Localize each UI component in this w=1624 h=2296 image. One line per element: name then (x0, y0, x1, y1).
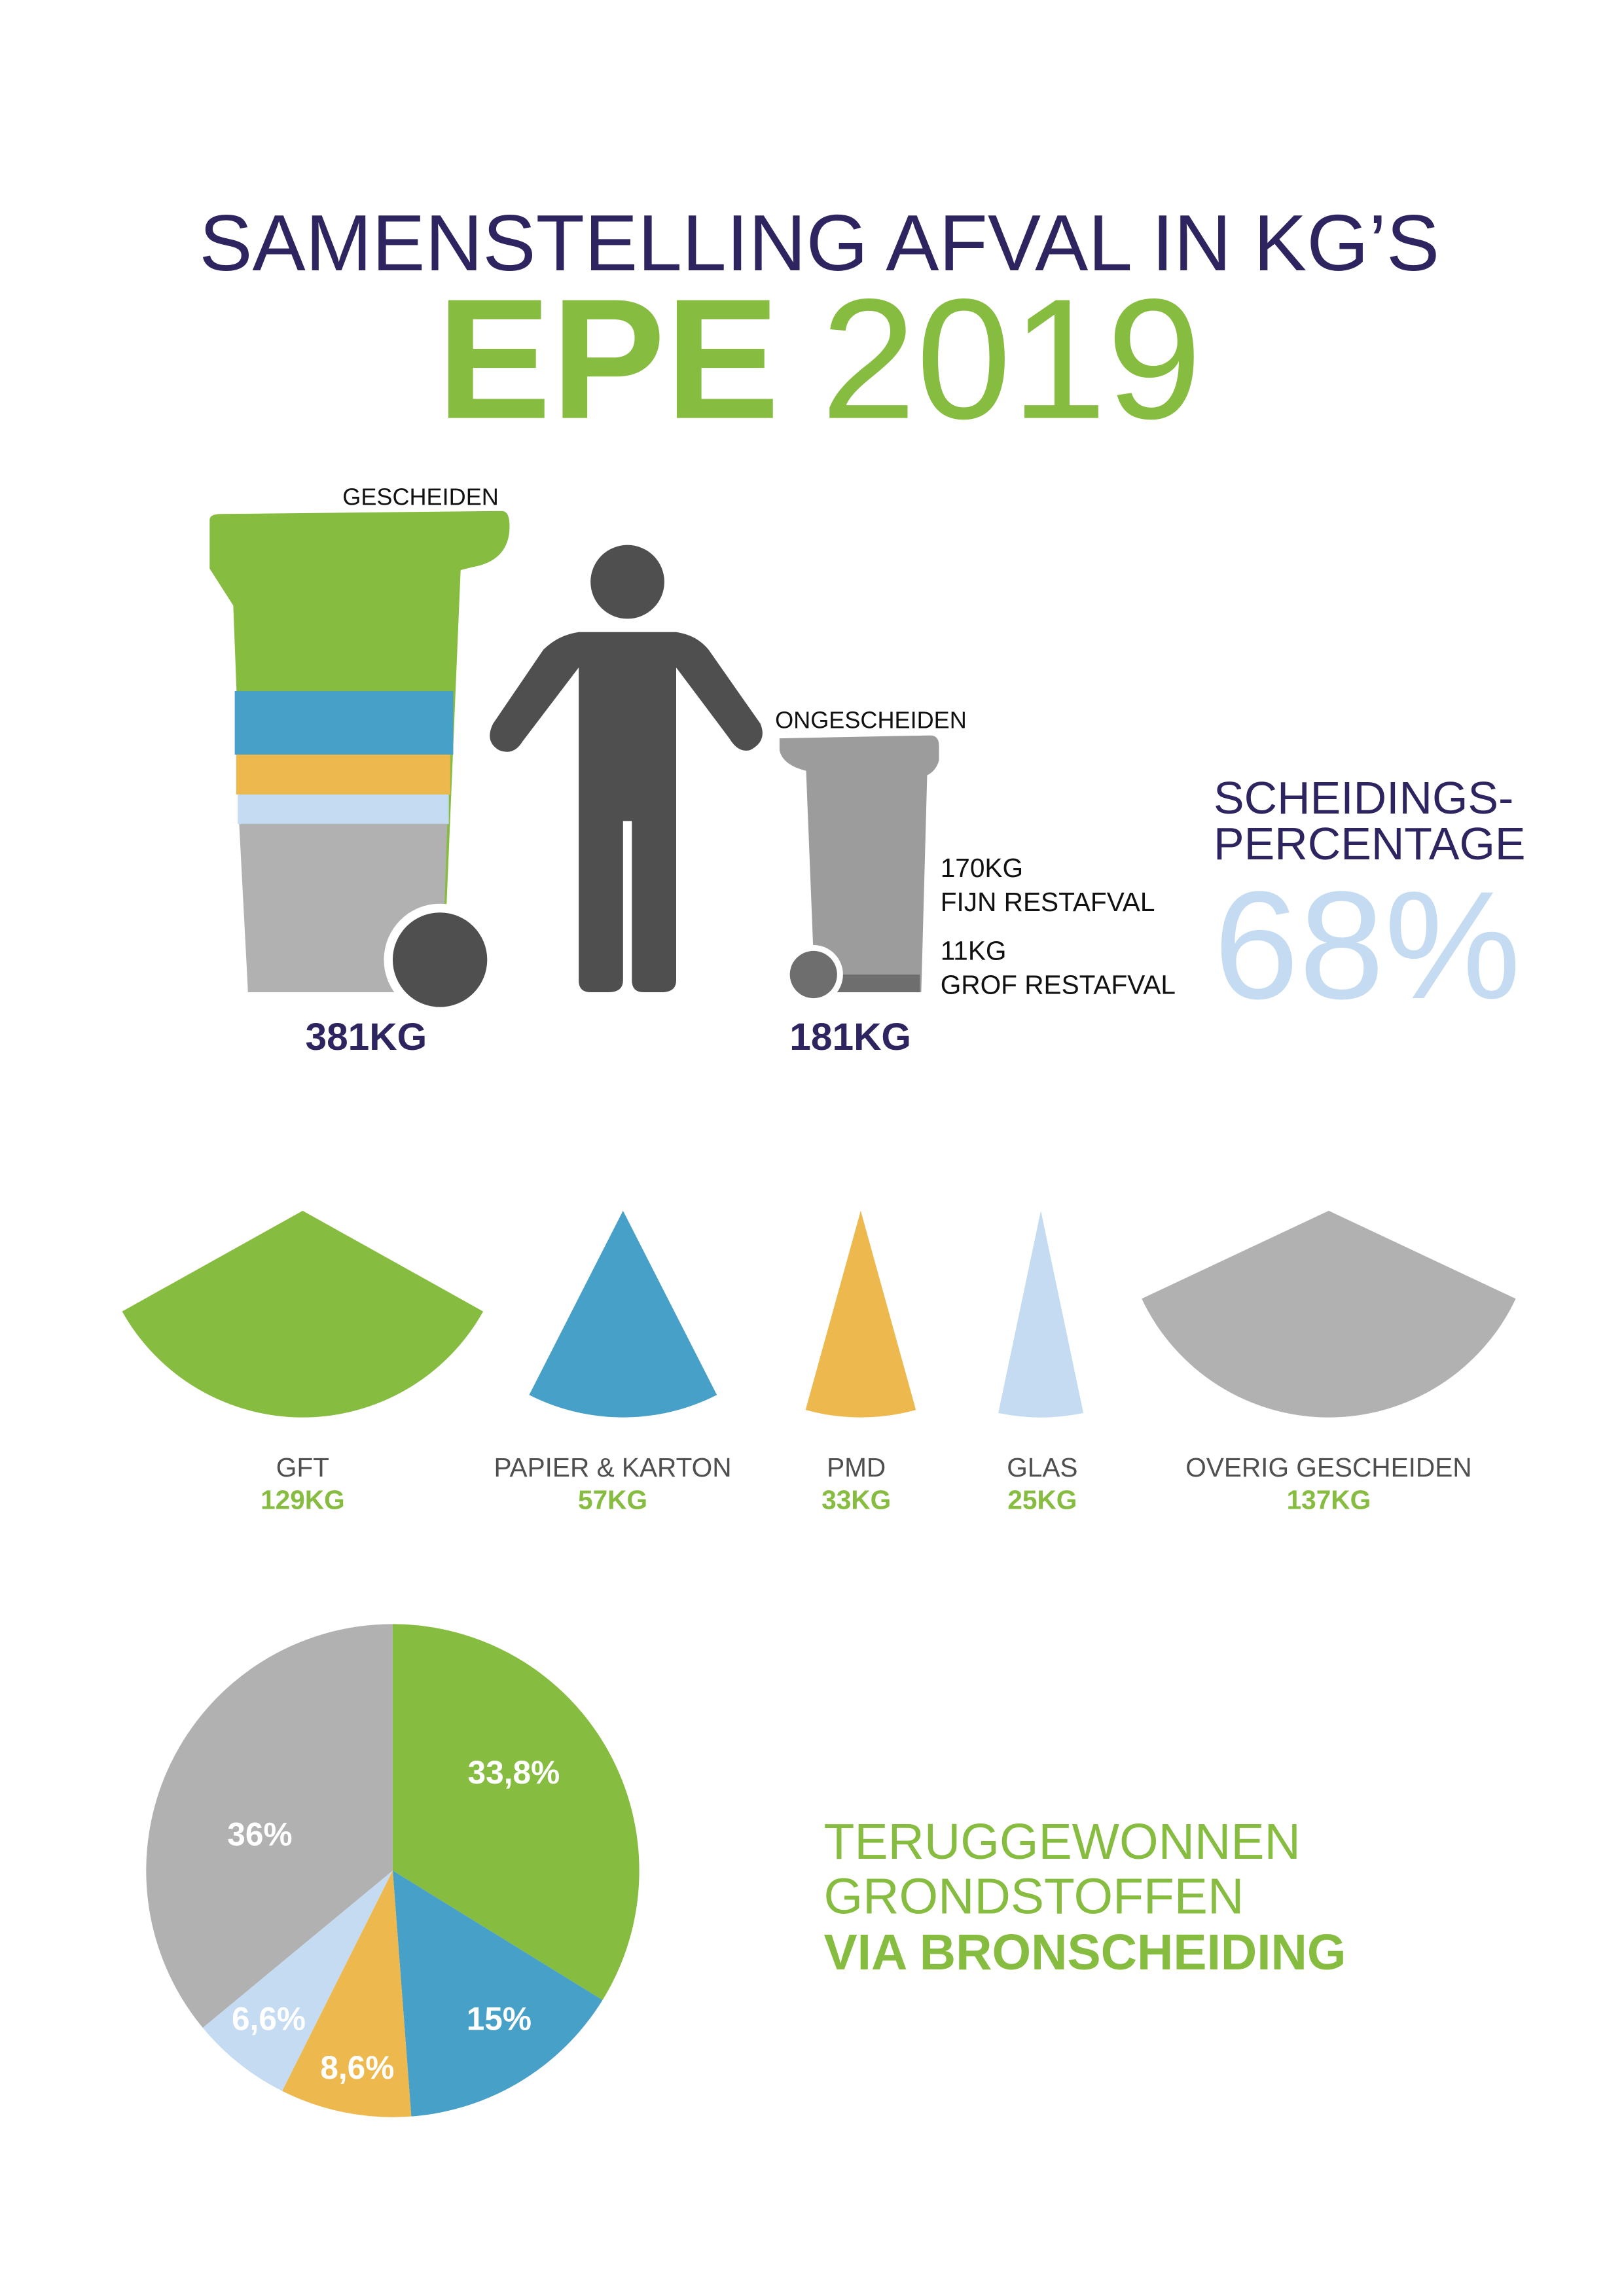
category-wedges (122, 1210, 1516, 1418)
pie-label-pmd: 8,6% (320, 2049, 394, 2086)
pie-chart: 33,8% 15% 8,6% 6,6% 36% (146, 1624, 640, 2117)
pie-slice-pmd (282, 1871, 412, 2117)
wedge-label-glas: GLAS (1007, 1452, 1077, 1482)
unseparated-label: ONGESCHEIDEN (775, 706, 967, 733)
recovered-line3: VIA BRONSCHEIDING (824, 1925, 1346, 1981)
wedge-glas (998, 1210, 1084, 1418)
wedge-label-overig-gescheiden: OVERIG GESCHEIDEN (1185, 1452, 1471, 1482)
wedge-value-gft: 129KG (261, 1484, 345, 1515)
pie-slice-glas (202, 1871, 393, 2091)
unseparated-bin-icon (779, 735, 939, 1005)
pie-slice-overig-gescheiden (146, 1624, 393, 2028)
pie-label-papier-karton: 15% (467, 2001, 532, 2037)
unseparated-total: 181KG (789, 1016, 911, 1058)
recovered-line1: TERUGGEWONNEN (824, 1814, 1301, 1870)
wedge-overig-gescheiden (1142, 1210, 1516, 1418)
fine-label: FIJN RESTAFVAL (941, 887, 1155, 917)
separation-rate-label-1: SCHEIDINGS- (1214, 772, 1513, 823)
coarse-label: GROF RESTAFVAL (941, 969, 1176, 999)
fine-amount: 170KG (941, 853, 1023, 883)
pie-label-overig-gescheiden: 36% (227, 1816, 292, 1853)
separation-rate-label-2: PERCENTAGE (1214, 818, 1525, 869)
wedge-pmd (805, 1210, 916, 1418)
wedge-label-papier-karton: PAPIER & KARTON (494, 1452, 731, 1482)
title-year: 2019 (821, 264, 1202, 455)
wedge-value-papier-karton: 57KG (578, 1484, 647, 1515)
coarse-amount: 11KG (941, 935, 1007, 965)
title-epe-2019: EPE 2019 (437, 264, 1202, 455)
wedge-label-pmd: PMD (827, 1452, 886, 1482)
pie-slice-papier-karton (392, 1871, 603, 2117)
wedge-value-overig-gescheiden: 137KG (1287, 1484, 1371, 1515)
pie-label-glas: 6,6% (232, 2001, 306, 2037)
pie-slice-gft (392, 1624, 640, 2000)
title-place: EPE (437, 264, 780, 455)
title-line1: SAMENSTELLING AFVAL IN KG’S (199, 198, 1439, 287)
separated-total: 381KG (305, 1016, 427, 1058)
person-icon (490, 545, 763, 993)
separation-rate-value: 68% (1214, 859, 1521, 1031)
wedge-label-gft: GFT (276, 1452, 329, 1482)
separated-label: GESCHEIDEN (342, 484, 499, 511)
wedge-value-pmd: 33KG (821, 1484, 891, 1515)
wedge-value-glas: 25KG (1007, 1484, 1077, 1515)
wedge-gft (122, 1210, 484, 1418)
separated-bin-icon (209, 511, 510, 1016)
pie-label-gft: 33,8% (468, 1754, 560, 1791)
wedge-papier-karton (529, 1210, 717, 1418)
recovered-line2: GRONDSTOFFEN (824, 1869, 1244, 1924)
